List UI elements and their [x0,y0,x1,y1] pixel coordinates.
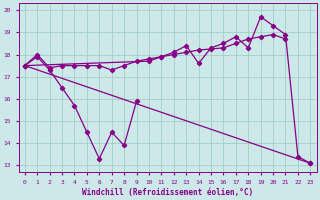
X-axis label: Windchill (Refroidissement éolien,°C): Windchill (Refroidissement éolien,°C) [82,188,253,197]
